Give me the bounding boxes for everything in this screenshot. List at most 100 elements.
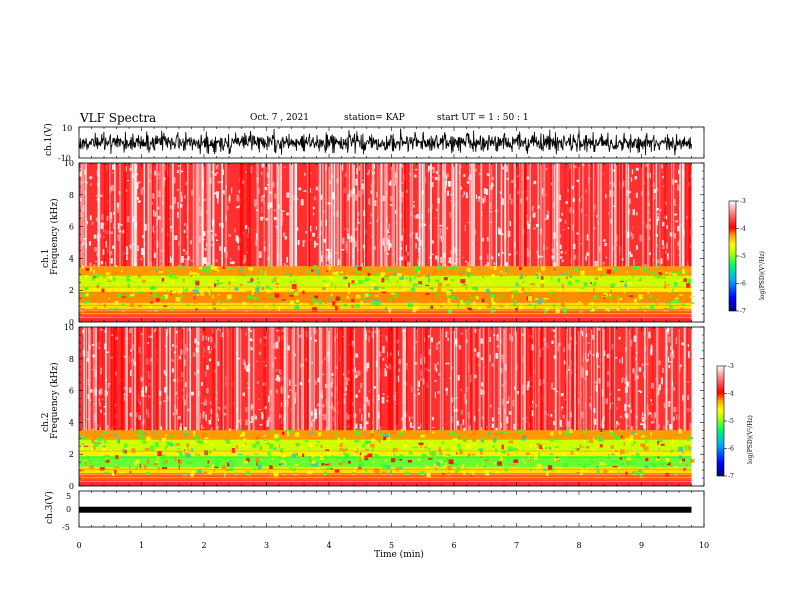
low-freq-patch bbox=[316, 440, 320, 443]
low-freq-patch bbox=[685, 272, 688, 275]
speckle bbox=[514, 386, 516, 390]
low-freq-patch bbox=[619, 298, 623, 301]
frequency-tick-label: 0 bbox=[69, 482, 74, 491]
low-freq-patch bbox=[200, 296, 203, 299]
low-freq-patch bbox=[250, 278, 254, 282]
speckle bbox=[424, 356, 426, 364]
low-freq-patch bbox=[257, 434, 261, 438]
low-freq-patch bbox=[147, 305, 152, 309]
frequency-band bbox=[79, 266, 692, 276]
time-tick-label: 7 bbox=[514, 541, 519, 550]
low-freq-patch bbox=[146, 459, 150, 464]
speckle bbox=[517, 174, 519, 178]
speckle bbox=[113, 223, 115, 230]
vertical-streak bbox=[555, 163, 557, 267]
speckle bbox=[402, 228, 405, 233]
low-freq-patch bbox=[412, 307, 417, 313]
speckle bbox=[116, 206, 119, 214]
low-freq-patch bbox=[210, 442, 214, 446]
speckle bbox=[666, 255, 669, 261]
low-freq-patch bbox=[295, 452, 299, 456]
speckle bbox=[450, 416, 454, 423]
low-freq-patch bbox=[430, 443, 433, 447]
vertical-streak bbox=[247, 327, 251, 431]
speckle bbox=[571, 185, 574, 190]
low-freq-patch bbox=[598, 436, 603, 442]
speckle bbox=[198, 206, 201, 211]
speckle bbox=[450, 193, 453, 196]
low-freq-patch bbox=[641, 435, 645, 438]
speckle bbox=[438, 174, 440, 182]
vertical-streak bbox=[363, 327, 366, 431]
x-axis-tick-labels: 0 1 2 3 4 5 6 7 8 9 10 bbox=[76, 541, 709, 550]
low-freq-patch bbox=[582, 465, 587, 468]
vertical-streak bbox=[97, 163, 101, 267]
speckle bbox=[152, 329, 156, 333]
speckle bbox=[373, 386, 376, 389]
speckle bbox=[368, 412, 370, 418]
low-freq-patch bbox=[385, 459, 388, 462]
speckle bbox=[464, 224, 466, 232]
speckle bbox=[653, 193, 655, 200]
speckle bbox=[169, 257, 172, 263]
low-freq-patch bbox=[388, 280, 390, 283]
low-freq-patch bbox=[403, 278, 405, 283]
vertical-streak bbox=[84, 163, 87, 267]
speckle bbox=[103, 412, 107, 415]
speckle bbox=[643, 333, 645, 336]
speckle bbox=[439, 228, 442, 234]
vertical-streak bbox=[276, 163, 279, 267]
speckle bbox=[640, 422, 643, 424]
vertical-streak bbox=[80, 163, 83, 267]
speckle bbox=[408, 416, 411, 422]
low-freq-patch bbox=[129, 471, 131, 474]
speckle bbox=[190, 259, 193, 262]
low-freq-patch bbox=[93, 445, 96, 450]
speckle bbox=[567, 227, 570, 230]
speckle bbox=[129, 412, 133, 417]
vertical-streak bbox=[593, 327, 595, 431]
low-freq-patch bbox=[425, 292, 430, 295]
speckle bbox=[136, 181, 139, 189]
low-freq-patch bbox=[515, 307, 518, 312]
vertical-streak bbox=[281, 327, 284, 431]
speckle bbox=[280, 402, 283, 407]
speckle bbox=[557, 194, 561, 201]
vertical-streak bbox=[647, 163, 649, 267]
low-freq-patch bbox=[80, 443, 84, 445]
speckle bbox=[146, 358, 148, 365]
speckle bbox=[126, 216, 130, 223]
vertical-streak bbox=[239, 327, 242, 431]
low-freq-patch bbox=[668, 272, 672, 275]
speckle bbox=[359, 408, 361, 413]
low-freq-patch bbox=[546, 266, 551, 269]
low-freq-patch bbox=[157, 467, 160, 470]
low-freq-patch bbox=[599, 444, 603, 448]
vertical-streak bbox=[480, 163, 483, 267]
speckle bbox=[102, 249, 105, 255]
speckle bbox=[638, 367, 642, 372]
low-freq-patch bbox=[157, 268, 161, 273]
low-freq-patch bbox=[626, 458, 628, 463]
speckle bbox=[80, 197, 82, 204]
vertical-streak bbox=[312, 327, 314, 431]
vertical-streak bbox=[600, 163, 602, 267]
low-freq-patch bbox=[445, 448, 450, 451]
low-freq-patch bbox=[338, 462, 344, 466]
speckle bbox=[277, 336, 281, 342]
low-freq-patch bbox=[314, 442, 316, 446]
low-freq-patch bbox=[280, 288, 284, 290]
speckle bbox=[254, 204, 257, 208]
low-freq-patch bbox=[238, 297, 241, 302]
speckle bbox=[227, 205, 229, 210]
low-freq-patch bbox=[538, 452, 541, 458]
speckle bbox=[236, 194, 240, 202]
speckle bbox=[98, 389, 101, 396]
low-freq-patch bbox=[499, 270, 503, 273]
vertical-streak bbox=[307, 327, 308, 431]
low-freq-patch bbox=[331, 455, 335, 457]
speckle bbox=[668, 336, 671, 343]
speckle bbox=[125, 255, 128, 261]
speckle bbox=[106, 215, 110, 221]
